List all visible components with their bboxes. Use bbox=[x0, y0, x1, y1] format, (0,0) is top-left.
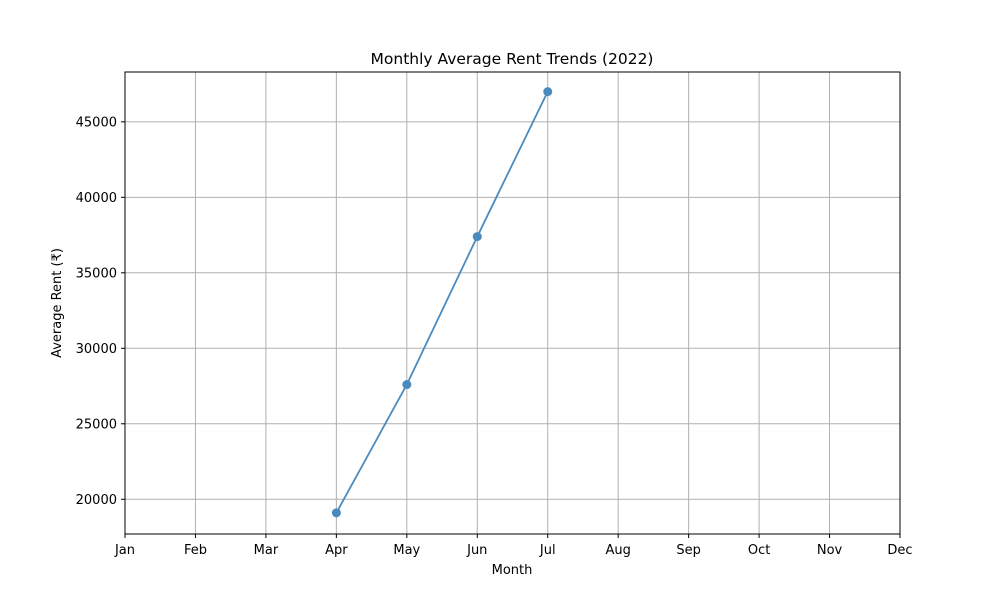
x-tick-label: Mar bbox=[254, 543, 279, 558]
x-tick-label: Oct bbox=[748, 543, 770, 558]
y-tick-label: 20000 bbox=[76, 493, 117, 508]
x-tick-label: Aug bbox=[605, 543, 630, 558]
x-axis: Jan Feb Mar Apr May Jun Jul Aug Sep Oct Nov Dec bbox=[114, 534, 913, 558]
y-tick-label: 25000 bbox=[76, 417, 117, 432]
series bbox=[331, 87, 553, 518]
chart-title: Monthly Average Rent Trends (2022) bbox=[371, 50, 654, 68]
x-tick-label: Dec bbox=[887, 543, 912, 558]
y-axis: 20000 25000 30000 35000 40000 45000 bbox=[76, 115, 125, 508]
x-tick-label: Sep bbox=[676, 543, 701, 558]
x-tick-label: Jun bbox=[466, 543, 487, 558]
x-axis-title: Month bbox=[492, 563, 533, 578]
data-point bbox=[402, 380, 412, 390]
x-tick-label: Apr bbox=[325, 543, 348, 558]
y-tick-label: 45000 bbox=[76, 115, 117, 130]
x-tick-label: Feb bbox=[184, 543, 207, 558]
x-tick-label: Jul bbox=[539, 543, 556, 558]
plot-frame bbox=[124, 71, 901, 535]
y-axis-title: Average Rent (₹) bbox=[50, 248, 65, 358]
x-tick-label: Nov bbox=[817, 543, 843, 558]
data-point bbox=[472, 232, 482, 242]
data-point bbox=[331, 508, 341, 518]
y-tick-label: 40000 bbox=[76, 191, 117, 206]
x-tick-label: May bbox=[393, 543, 420, 558]
plot-area-frame bbox=[124, 71, 901, 535]
y-tick-label: 35000 bbox=[76, 266, 117, 281]
x-tick-label: Jan bbox=[114, 543, 135, 558]
data-point bbox=[543, 87, 553, 97]
y-tick-label: 30000 bbox=[76, 342, 117, 357]
series-line bbox=[335, 91, 549, 514]
grid bbox=[124, 72, 901, 534]
